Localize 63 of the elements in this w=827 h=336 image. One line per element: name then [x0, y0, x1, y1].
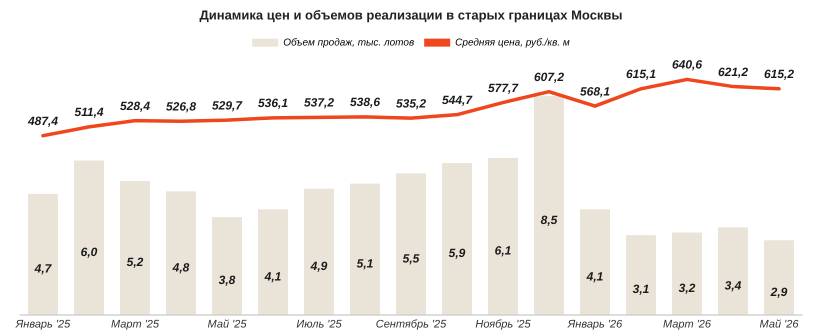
x-tick-label: Сентябрь '25 [376, 318, 448, 330]
bar [212, 217, 242, 315]
data-label: 5,5 [402, 251, 420, 266]
chart-title: Динамика цен и объемов реализации в старых границах Москвы [199, 7, 623, 22]
x-tick-label: Март '26 [662, 318, 712, 330]
bar [442, 163, 472, 315]
x-tick-label: Март '25 [110, 318, 160, 330]
x-tick-label: Май '25 [208, 318, 248, 330]
data-label: 544,7 [442, 92, 474, 107]
data-label: 537,2 [304, 96, 334, 110]
legend-label: Объем продаж, тыс. лотов [283, 37, 414, 48]
bar [718, 227, 748, 315]
data-label: 538,6 [350, 95, 380, 110]
x-tick-label: Май '26 [760, 318, 800, 330]
bar [580, 209, 610, 315]
data-label: 3,8 [218, 273, 236, 288]
x-tick-label: Ноябрь '25 [475, 318, 532, 330]
bar [764, 240, 794, 315]
data-label: 615,1 [626, 67, 656, 82]
data-label: 5,9 [448, 246, 466, 260]
data-label: 487,4 [26, 114, 58, 128]
data-label: 4,1 [586, 269, 604, 284]
data-label: 5,1 [356, 256, 374, 271]
data-label: 528,4 [120, 98, 150, 113]
bar [304, 188, 334, 315]
data-label: 2,9 [770, 284, 788, 299]
legend-label: Средняя цена, руб./кв. м [455, 37, 570, 48]
bar [120, 181, 150, 315]
data-label: 3,4 [724, 278, 742, 292]
data-label: 5,2 [126, 255, 144, 270]
x-tick-label: Январь '26 [566, 318, 624, 330]
data-label: 6,0 [80, 244, 98, 259]
data-label: 511,4 [74, 105, 104, 120]
bar [626, 235, 656, 315]
data-label: 529,7 [212, 98, 244, 112]
bar [396, 173, 426, 315]
data-label: 6,1 [494, 244, 512, 258]
x-tick-label: Январь '25 [14, 318, 72, 330]
bar [166, 191, 196, 315]
x-tick-label: Июль '25 [296, 318, 343, 330]
data-label: 536,1 [258, 96, 288, 110]
data-label: 4,8 [172, 260, 190, 274]
bar [74, 160, 104, 315]
bar [350, 184, 380, 315]
data-label: 4,9 [310, 259, 328, 274]
bar [488, 158, 518, 315]
data-label: 640,6 [672, 58, 702, 72]
data-label: 3,2 [678, 280, 696, 295]
bar [672, 232, 702, 315]
data-label: 621,2 [718, 64, 748, 79]
data-label: 615,2 [764, 67, 794, 82]
data-label: 8,5 [540, 212, 558, 227]
data-label: 4,1 [264, 269, 282, 284]
data-label: 3,1 [632, 282, 650, 296]
data-label: 568,1 [580, 84, 610, 98]
data-label: 607,2 [534, 70, 564, 84]
bar [534, 96, 564, 315]
bar [28, 194, 58, 315]
bar [258, 209, 288, 315]
data-label: 535,2 [396, 96, 426, 110]
data-label: 526,8 [166, 100, 196, 114]
data-label: 577,7 [488, 80, 520, 95]
data-label: 4,7 [34, 262, 53, 276]
